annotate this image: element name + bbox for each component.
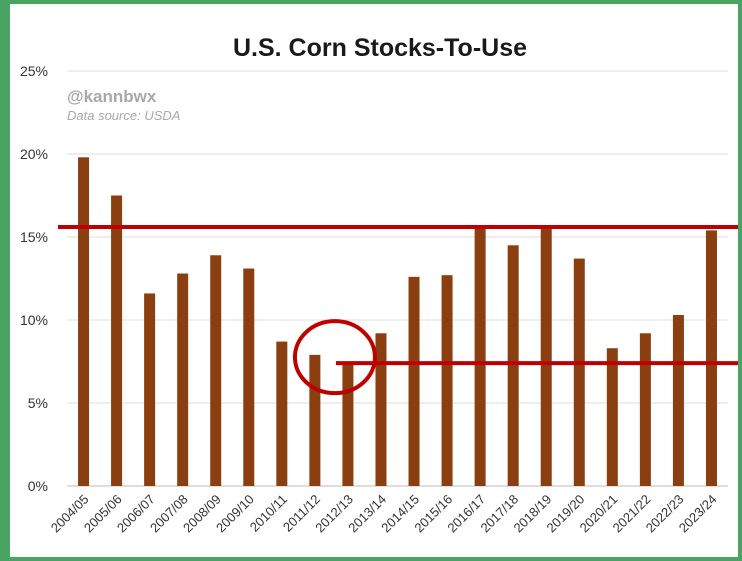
bar-2012-13 [342,363,354,486]
y-tick-label: 15% [20,229,48,245]
bar-2020-21 [606,348,618,486]
bar-2014-15 [408,276,420,486]
bar-2022-23 [672,315,684,486]
bar-2005-06 [111,195,123,486]
y-tick-label: 20% [20,146,48,162]
bar-2016-17 [474,225,486,486]
y-tick-label: 10% [20,312,48,328]
bar-2018-19 [540,228,552,486]
bar-2021-22 [639,333,651,486]
gridlines [67,70,728,487]
x-axis-ticks: 2004/052005/062006/072007/082008/092009/… [48,492,720,536]
y-tick-label: 25% [20,63,48,79]
bar-2009-10 [243,268,255,486]
bar-2023-24 [705,230,717,486]
bar-2017-18 [507,245,519,486]
bar-2010-11 [276,341,288,486]
data-source-note: Data source: USDA [67,108,180,123]
bar-2019-20 [573,258,585,486]
y-tick-label: 5% [28,395,48,411]
y-axis-ticks: 0% 5% 10% 15% 20% 25% [20,63,48,494]
watermark-handle: @kannbwx [67,87,157,106]
highlight-circle [292,319,377,396]
bar-2015-16 [441,275,453,486]
chart-frame: U.S. Corn Stocks-To-Use @kannbwx Data so… [10,4,738,557]
bar-2008-09 [210,255,222,486]
bar-2004-05 [78,157,90,486]
bar-2006-07 [144,293,156,486]
chart-title: U.S. Corn Stocks-To-Use [233,34,527,62]
annotations [58,225,738,396]
bar-2013-14 [375,333,387,486]
bar-2007-08 [177,273,189,486]
y-tick-label: 0% [28,478,48,494]
bar-2011-12 [309,354,321,486]
bars [78,157,717,486]
corn-stocks-chart: U.S. Corn Stocks-To-Use @kannbwx Data so… [20,34,738,536]
